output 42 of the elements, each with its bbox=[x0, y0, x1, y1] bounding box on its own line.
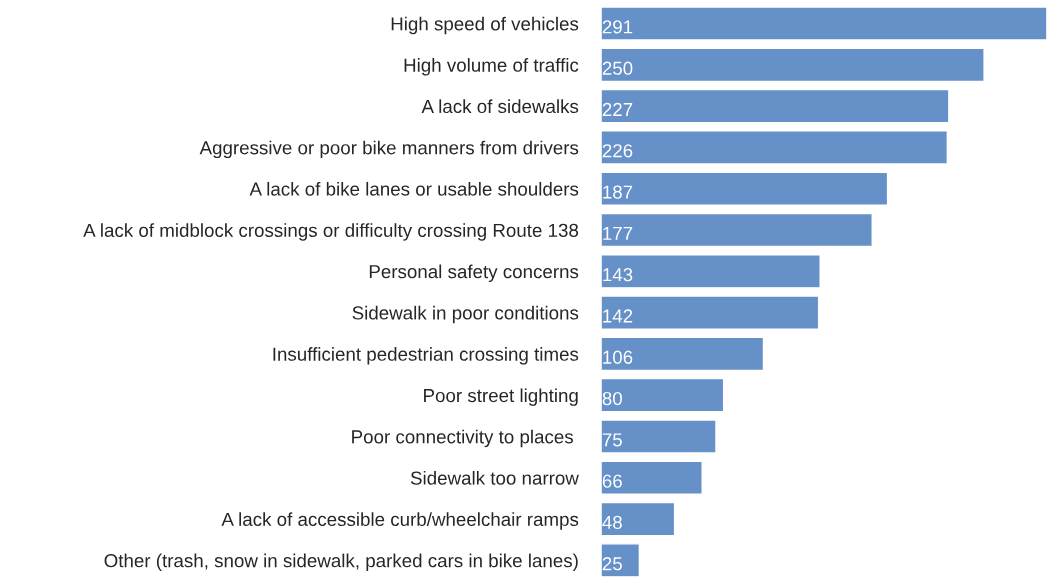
y-tick-label: Sidewalk too narrow bbox=[410, 470, 579, 485]
bar bbox=[601, 295, 820, 330]
bar bbox=[601, 419, 717, 454]
bar bbox=[601, 6, 1047, 41]
y-tick-label: A lack of midblock crossings or difficulty crossing Route 138 bbox=[83, 223, 579, 241]
data-label: 66 bbox=[602, 474, 622, 488]
y-tick-label: Other (trash, snow in sidewalk, parked cars in bike lanes) bbox=[104, 553, 578, 572]
y-tick-label: High volume of traffic bbox=[404, 58, 579, 76]
data-label: 80 bbox=[602, 391, 622, 406]
y-tick-label: Poor connectivity to places bbox=[352, 429, 573, 448]
y-tick-label: Aggressive or poor bike manners from drivers bbox=[199, 140, 579, 159]
data-label: 106 bbox=[603, 350, 633, 364]
bar bbox=[601, 88, 950, 124]
data-label: 143 bbox=[603, 268, 633, 282]
bar bbox=[601, 501, 676, 537]
bar bbox=[601, 130, 949, 165]
y-tick-label: Insufficient pedestrian crossing times bbox=[273, 347, 579, 365]
y-tick-label: High speed of vehicles bbox=[391, 16, 579, 35]
bar bbox=[601, 47, 985, 83]
bar bbox=[601, 377, 725, 413]
data-label: 142 bbox=[603, 309, 633, 323]
data-label: 25 bbox=[602, 557, 622, 571]
bar bbox=[601, 254, 821, 289]
bar bbox=[601, 543, 641, 578]
y-tick-label: Poor street lighting bbox=[424, 388, 578, 406]
y-tick-label: A lack of accessible curb/wheelchair ramps bbox=[221, 512, 579, 530]
data-label: 187 bbox=[603, 185, 633, 199]
y-tick-label: A lack of bike lanes or usable shoulders bbox=[249, 181, 579, 196]
y-tick-label: Personal safety concerns bbox=[369, 264, 579, 282]
y-tick-label: A lack of sidewalks bbox=[421, 99, 579, 114]
y-tick-label: Sidewalk in poor conditions bbox=[352, 305, 579, 324]
data-label: 177 bbox=[603, 226, 633, 240]
data-label: 226 bbox=[602, 144, 633, 158]
bar bbox=[601, 212, 873, 248]
data-label: 48 bbox=[602, 515, 622, 530]
bar bbox=[601, 171, 889, 206]
data-label: 250 bbox=[602, 61, 633, 75]
data-label: 227 bbox=[602, 102, 633, 116]
bar bbox=[601, 336, 765, 372]
data-label: 291 bbox=[602, 20, 633, 34]
data-label: 75 bbox=[602, 433, 622, 447]
bar bbox=[601, 460, 703, 495]
